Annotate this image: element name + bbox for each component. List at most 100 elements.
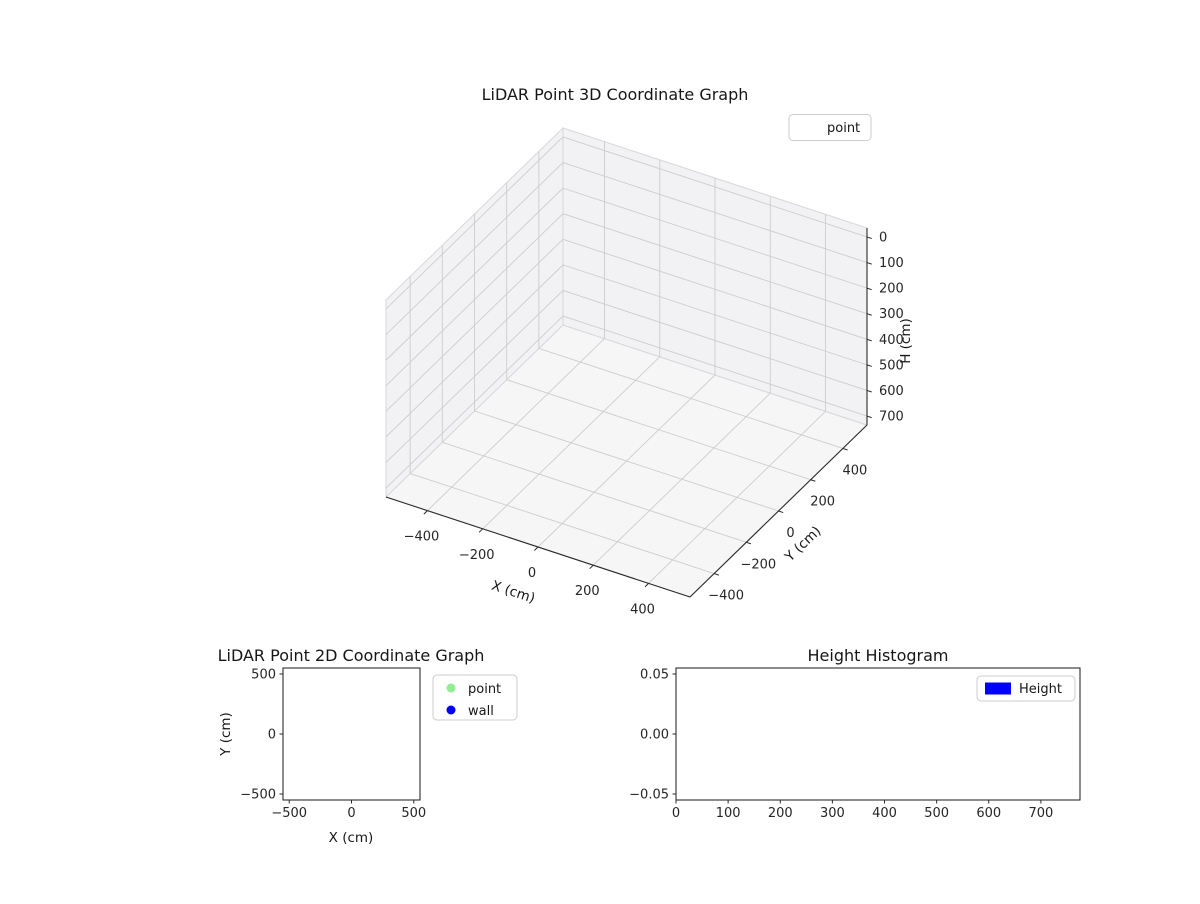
x-tick-label: 100 xyxy=(716,806,741,821)
x-tick xyxy=(589,564,594,570)
grid-line xyxy=(506,379,811,481)
y-tick xyxy=(778,510,784,514)
y-tick-label: 200 xyxy=(810,495,835,510)
grid-line xyxy=(562,213,868,315)
grid-line xyxy=(385,136,564,310)
x-tick-label: 0 xyxy=(347,806,355,821)
plot2d-title: LiDAR Point 2D Coordinate Graph xyxy=(218,646,485,665)
hist-tick-marks xyxy=(672,673,1042,804)
plot2d-legend-label-wall: wall xyxy=(468,704,494,719)
z-tick-label: 0 xyxy=(879,230,887,245)
plot2d-lidar-2d-coordinate: −500 0 500 −500 0 500 LiDAR Point 2D Coordina… xyxy=(218,646,518,846)
x-tick-label: 600 xyxy=(976,806,1001,821)
plot2d-legend: point wall xyxy=(432,674,518,721)
grid-line xyxy=(562,187,868,289)
plot2d-tick-marks xyxy=(279,673,415,804)
y-tick-label: −0.05 xyxy=(629,788,669,803)
hist-tick-labels: 0 100 200 300 400 500 600 700 −0.05 0.00 0.05 xyxy=(629,668,1053,822)
grid-line xyxy=(385,264,564,438)
grid-line xyxy=(385,187,564,361)
plot3d-title: LiDAR Point 3D Coordinate Graph xyxy=(482,85,749,104)
z-tick-label: 200 xyxy=(879,282,904,297)
plot3d-tick-labels: −400 −200 0 200 400 −400 −200 0 200 400 0 100 200 300… xyxy=(404,230,904,617)
plot2d-legend-marker-wall xyxy=(446,705,456,715)
y-tick-label: 400 xyxy=(842,463,867,478)
z-tick-label: 600 xyxy=(879,384,904,399)
plot2d-legend-marker-point xyxy=(446,683,456,693)
z-tick xyxy=(866,287,872,291)
grid-line xyxy=(562,136,868,238)
y-tick xyxy=(713,573,719,576)
x-tick-label: 500 xyxy=(924,806,949,821)
grid-line xyxy=(385,238,564,412)
plot3d-tick-marks xyxy=(423,236,872,588)
grid-line xyxy=(409,473,715,574)
x-tick-label: 500 xyxy=(401,806,426,821)
hist-legend: Height xyxy=(976,675,1076,702)
grid-line xyxy=(385,162,564,335)
z-tick-label: 300 xyxy=(879,307,904,322)
y-tick-label: −400 xyxy=(708,589,744,604)
plot3d-legend: point xyxy=(788,114,872,141)
z-tick xyxy=(866,364,872,367)
z-tick-label: 500 xyxy=(879,358,904,373)
z-tick xyxy=(866,236,872,239)
x-tick-label: 200 xyxy=(575,584,600,599)
grid-line xyxy=(442,441,747,543)
plot3d-zaxis-label: H (cm) xyxy=(898,318,914,364)
x-tick-label: 0 xyxy=(528,566,536,581)
x-tick xyxy=(423,510,428,515)
y-tick-label: 500 xyxy=(251,668,276,683)
y-tick xyxy=(746,541,752,545)
plot-height-histogram: 0 100 200 300 400 500 600 700 −0.05 0.00 0.05 Heig… xyxy=(629,646,1081,822)
z-tick xyxy=(866,262,872,265)
plot3d-legend-label-point: point xyxy=(827,121,860,136)
y-tick-label: 0.05 xyxy=(640,668,669,683)
hist-legend-box xyxy=(976,675,1076,702)
grid-line xyxy=(385,290,564,463)
z-tick-label: 400 xyxy=(879,333,904,348)
plot3d-lidar-3d-coordinate: −400 −200 0 200 400 −400 −200 0 200 400 0 100 200 300… xyxy=(385,85,914,617)
plot3d-legend-box xyxy=(788,114,872,141)
grid-line xyxy=(562,315,868,417)
hist-legend-label-height: Height xyxy=(1019,682,1062,697)
grid-line xyxy=(385,315,564,489)
y-tick-label: 0.00 xyxy=(640,728,669,743)
hist-legend-swatch-height xyxy=(985,682,1011,695)
plot2d-yaxis-label: Y (cm) xyxy=(218,712,234,757)
y-tick xyxy=(842,447,848,451)
grid-line xyxy=(562,238,868,340)
grid-line xyxy=(538,348,844,449)
plot2d-legend-label-point: point xyxy=(468,682,501,697)
x-tick xyxy=(534,546,539,551)
x-tick xyxy=(644,583,649,588)
plot3d-gridlines xyxy=(385,136,868,584)
grid-line xyxy=(562,290,868,391)
y-tick-label: 0 xyxy=(786,526,794,541)
z-tick-label: 100 xyxy=(879,256,904,271)
grid-line xyxy=(474,410,779,512)
grid-line xyxy=(562,162,868,263)
y-tick xyxy=(810,479,816,482)
x-tick-label: 300 xyxy=(820,806,845,821)
plot2d-tick-labels: −500 0 500 −500 0 500 xyxy=(240,668,426,822)
x-tick-label: −200 xyxy=(459,548,495,563)
x-tick xyxy=(478,528,484,533)
x-tick-label: 400 xyxy=(872,806,897,821)
plot2d-xaxis-label: X (cm) xyxy=(329,830,374,846)
z-tick xyxy=(866,313,872,316)
grid-line xyxy=(385,213,564,387)
y-tick-label: 0 xyxy=(268,728,276,743)
x-tick-label: 400 xyxy=(630,602,655,617)
z-tick-label: 700 xyxy=(879,410,904,425)
x-tick-label: 0 xyxy=(672,806,680,821)
hist-title: Height Histogram xyxy=(808,646,949,665)
x-tick-label: 700 xyxy=(1028,806,1053,821)
z-tick xyxy=(866,415,872,419)
z-tick xyxy=(866,389,872,393)
x-tick-label: −500 xyxy=(271,806,307,821)
y-tick-label: −200 xyxy=(740,557,776,572)
z-tick xyxy=(866,338,872,342)
